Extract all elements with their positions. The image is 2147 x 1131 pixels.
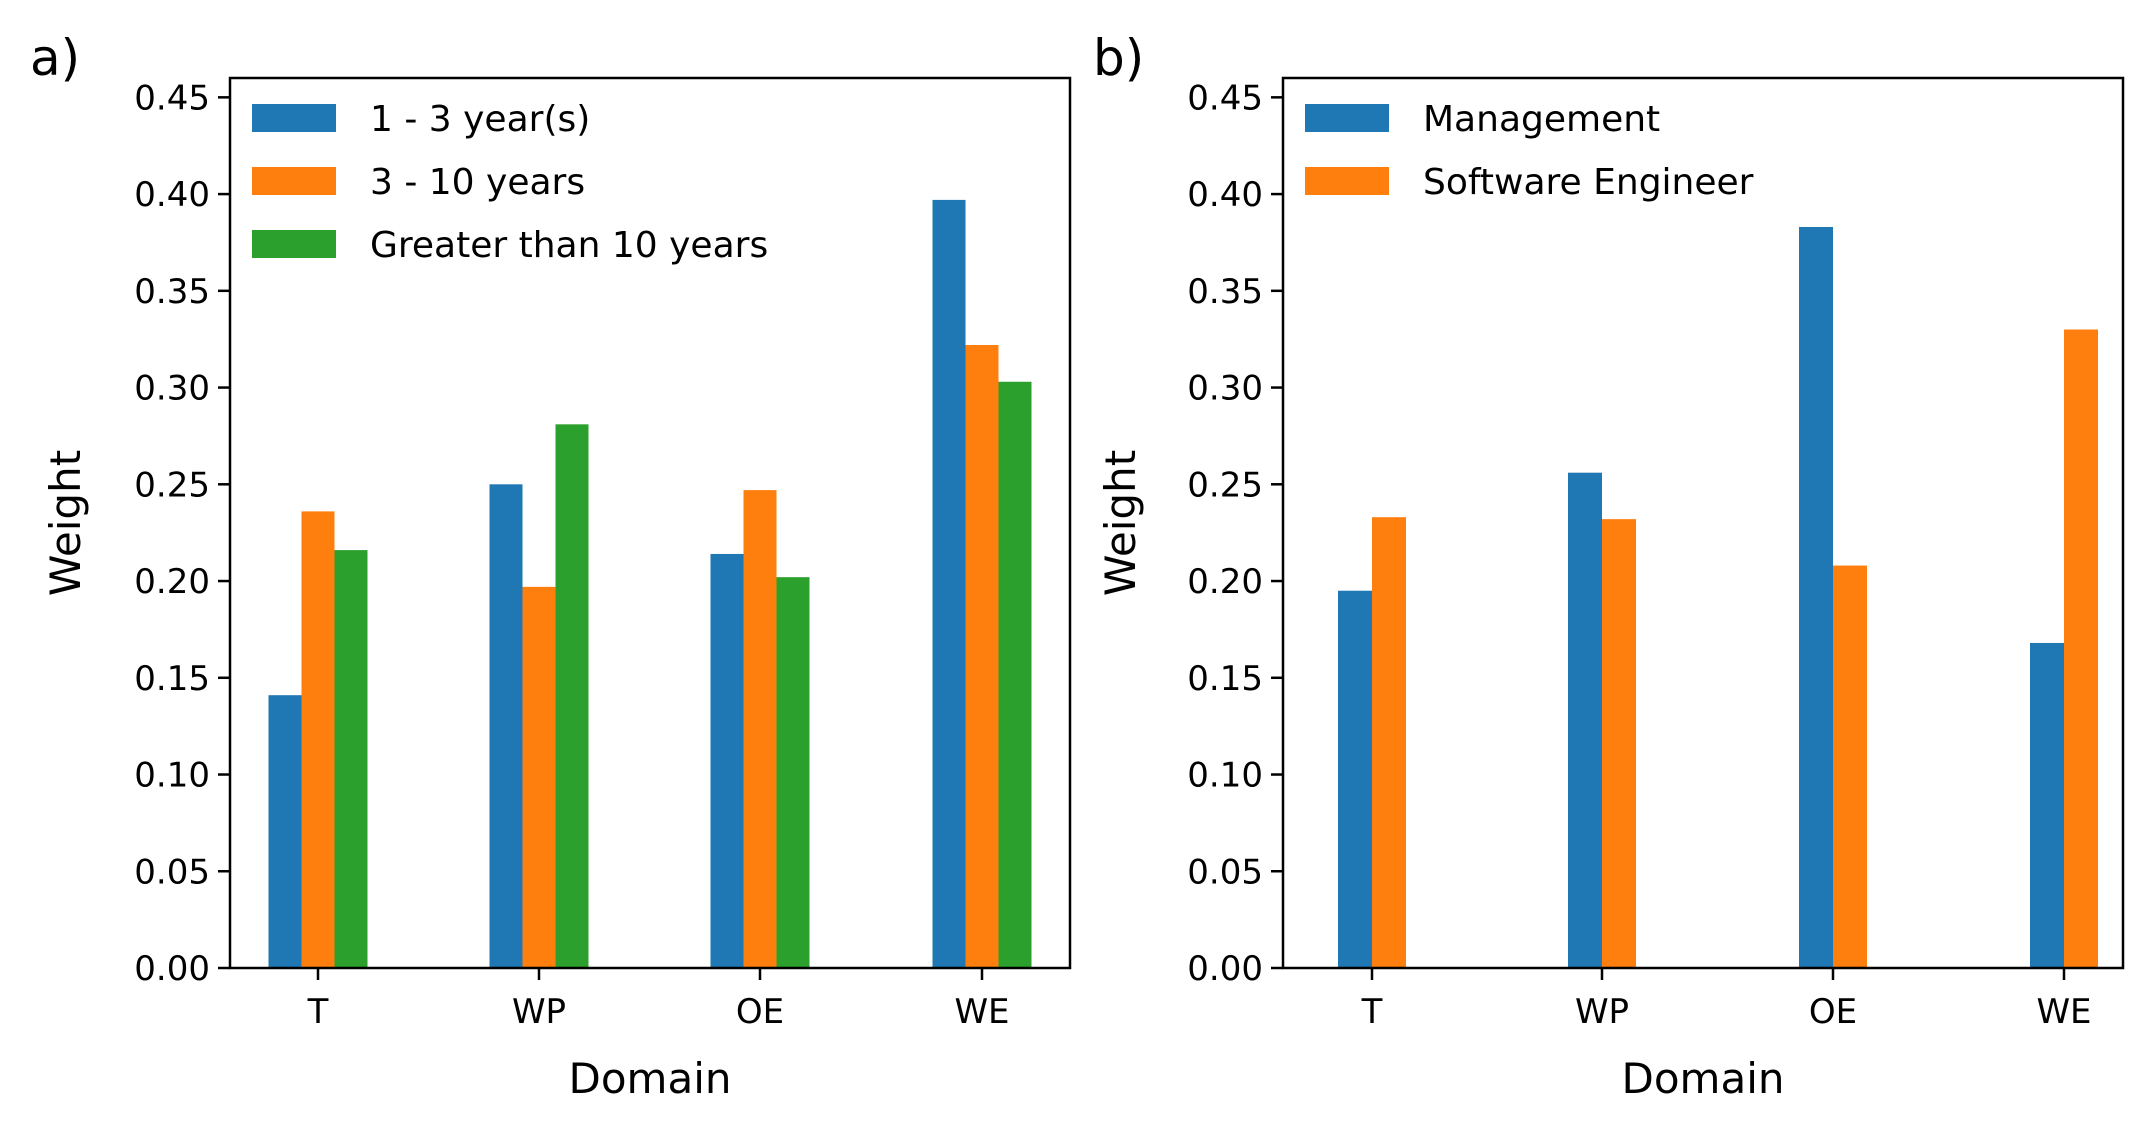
legend-swatch-b-1 xyxy=(1305,167,1389,195)
y-tick-label-b-3: 0.15 xyxy=(1187,659,1263,699)
bar-b-s0-oe xyxy=(1799,226,1833,968)
y-tick-label-b-8: 0.40 xyxy=(1187,175,1263,215)
x-tick-label-b-3: WE xyxy=(2036,992,2091,1032)
bar-a-s0-wp xyxy=(489,484,523,968)
x-axis-title-b: Domain xyxy=(1622,1054,1785,1103)
x-axis-title-a: Domain xyxy=(569,1054,732,1103)
bar-b-s1-we xyxy=(2064,329,2098,968)
bar-b-s0-wp xyxy=(1568,472,1602,968)
bar-a-s0-t xyxy=(268,695,302,968)
bar-b-s0-t xyxy=(1338,590,1372,968)
bar-a-s2-we xyxy=(998,381,1032,968)
legend-swatch-a-2 xyxy=(252,230,336,258)
y-tick-label-a-7: 0.35 xyxy=(134,272,210,312)
chart-panel-b: b) 0.000.050.100.150.200.250.300.350.400… xyxy=(1093,29,2125,1103)
y-tick-label-b-6: 0.30 xyxy=(1187,369,1263,409)
y-tick-label-a-0: 0.00 xyxy=(134,949,210,989)
x-tick-label-b-1: WP xyxy=(1575,992,1629,1032)
y-tick-label-a-8: 0.40 xyxy=(134,175,210,215)
bar-a-s1-t xyxy=(301,511,335,968)
bar-a-s0-oe xyxy=(710,553,744,968)
legend-label-b-0: Management xyxy=(1423,99,1660,140)
panel-label-a: a) xyxy=(30,29,80,87)
bar-b-s1-t xyxy=(1372,517,1406,968)
y-tick-label-a-1: 0.05 xyxy=(134,852,210,892)
bar-a-s1-we xyxy=(965,345,999,968)
y-tick-label-a-3: 0.15 xyxy=(134,659,210,699)
legend-swatch-b-0 xyxy=(1305,104,1389,132)
legend-swatch-a-0 xyxy=(252,104,336,132)
y-axis-ticks-a: 0.00 0.05 0.10 0.15 0.20 0.25 0.30 0.35 0.40 0.45 xyxy=(134,78,230,989)
x-tick-label-a-3: WE xyxy=(954,992,1009,1032)
bar-b-s0-we xyxy=(2030,642,2064,968)
bars-group-a xyxy=(268,199,1032,969)
chart-panel-a: a) 0.000.050.100.150.200.250.300.350.400… xyxy=(30,29,1072,1103)
y-tick-label-b-4: 0.20 xyxy=(1187,562,1263,602)
y-tick-label-b-0: 0.00 xyxy=(1187,949,1263,989)
plot-frame-a xyxy=(228,76,1072,970)
bar-b-s1-oe xyxy=(1833,565,1867,968)
bar-a-s2-wp xyxy=(555,424,589,969)
bar-a-s2-t xyxy=(334,550,368,968)
y-tick-label-b-1: 0.05 xyxy=(1187,852,1263,892)
bar-a-s2-oe xyxy=(776,577,810,968)
y-tick-label-a-4: 0.20 xyxy=(134,562,210,602)
y-tick-label-a-5: 0.25 xyxy=(134,465,210,505)
legend-label-a-0: 1 - 3 year(s) xyxy=(370,99,590,140)
legend-label-a-2: Greater than 10 years xyxy=(370,225,768,266)
y-tick-label-b-5: 0.25 xyxy=(1187,465,1263,505)
panel-label-b: b) xyxy=(1093,29,1144,87)
x-tick-label-b-0: T xyxy=(1361,992,1383,1032)
y-tick-label-a-6: 0.30 xyxy=(134,369,210,409)
legend-swatch-a-1 xyxy=(252,167,336,195)
bar-a-s0-we xyxy=(932,199,966,969)
legend-label-a-1: 3 - 10 years xyxy=(370,162,585,203)
legend-b: Management Software Engineer xyxy=(1305,99,1754,203)
bar-b-s1-wp xyxy=(1602,519,1636,968)
legend-label-b-1: Software Engineer xyxy=(1423,162,1754,203)
x-tick-label-a-0: T xyxy=(307,992,329,1032)
x-tick-label-a-1: WP xyxy=(512,992,566,1032)
y-tick-label-b-2: 0.10 xyxy=(1187,756,1263,796)
bar-a-s1-wp xyxy=(522,586,556,968)
x-axis-ticks-a: T WP OE WE xyxy=(307,968,1010,1032)
y-tick-label-a-9: 0.45 xyxy=(134,78,210,118)
bars-group-b xyxy=(1338,226,2098,968)
y-axis-title-b: Weight xyxy=(1096,450,1145,596)
x-tick-label-a-2: OE xyxy=(736,992,784,1032)
y-tick-label-b-9: 0.45 xyxy=(1187,78,1263,118)
y-axis-title-a: Weight xyxy=(41,450,90,596)
y-axis-ticks-b: 0.00 0.05 0.10 0.15 0.20 0.25 0.30 0.35 0.40 0.45 xyxy=(1187,78,1283,989)
y-tick-label-b-7: 0.35 xyxy=(1187,272,1263,312)
x-axis-ticks-b: T WP OE WE xyxy=(1361,968,2092,1032)
x-tick-label-b-2: OE xyxy=(1809,992,1857,1032)
y-tick-label-a-2: 0.10 xyxy=(134,756,210,796)
bar-a-s1-oe xyxy=(743,490,777,968)
legend-a: 1 - 3 year(s) 3 - 10 years Greater than 10… xyxy=(252,99,768,266)
plot-frame-b xyxy=(1281,76,2125,970)
